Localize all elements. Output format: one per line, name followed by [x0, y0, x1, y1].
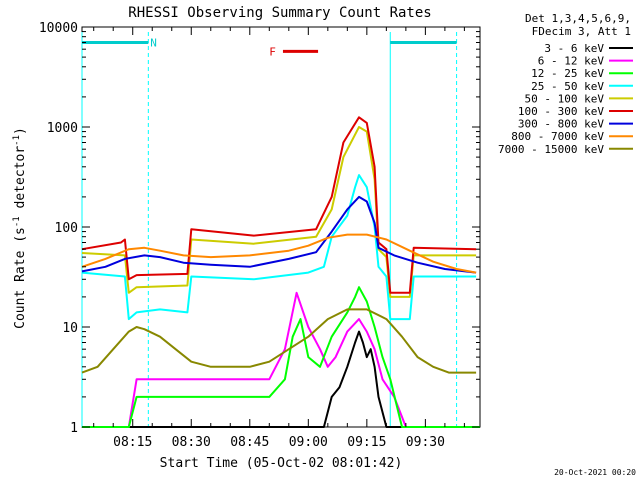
annotations: NF — [82, 36, 457, 58]
annotation-label: F — [269, 45, 276, 58]
orbit-markers — [81, 32, 458, 427]
x-tick-label: 08:45 — [230, 435, 269, 450]
legend-header: Det 1,3,4,5,6,9, — [525, 12, 631, 25]
chart-title: RHESSI Observing Summary Count Rates — [128, 5, 431, 21]
series-line — [81, 195, 477, 274]
annotation-label: N — [150, 36, 157, 49]
series-line — [82, 286, 480, 428]
y-tick-label: 1 — [70, 421, 78, 436]
series-line — [81, 116, 477, 294]
y-label-part: ) — [13, 127, 28, 135]
x-tick-label: 09:30 — [406, 435, 445, 450]
legend-entry-label: 300 - 800 keV — [518, 118, 604, 131]
legend-entry-label: 6 - 12 keV — [538, 55, 605, 68]
y-tick-label: 10000 — [39, 21, 78, 36]
x-tick-label: 08:15 — [113, 435, 152, 450]
series-line — [82, 330, 480, 428]
series-line — [81, 126, 477, 298]
x-axis: 08:15 08:30 08:45 09:00 09:15 09:30 — [93, 27, 465, 450]
y-label-part: -1 — [12, 216, 22, 227]
x-tick-label: 09:15 — [347, 435, 386, 450]
y-tick-label: 10 — [62, 321, 78, 336]
legend-entry-label: 3 - 6 keV — [544, 42, 604, 55]
legend-header: FDecim 3, Att 1 — [532, 25, 631, 38]
x-tick-label: 08:30 — [172, 435, 211, 450]
plot-frame — [81, 26, 481, 428]
footer-date: 20-Oct-2021 00:20 — [554, 468, 636, 477]
y-label-part: -1 — [12, 135, 22, 146]
plot-border — [81, 26, 481, 428]
legend-entry-label: 800 - 7000 keV — [511, 130, 604, 143]
series-line — [81, 308, 477, 374]
series-line — [81, 233, 477, 274]
y-axis: 1 10 100 1000 10000 — [39, 21, 480, 436]
legend-entry-label: 12 - 25 keV — [531, 67, 604, 80]
y-label-part: detector — [13, 146, 28, 217]
y-label-part: Count Rate (s — [13, 227, 28, 329]
legend: Det 1,3,4,5,6,9,FDecim 3, Att 1 3 - 6 keV… — [498, 12, 633, 156]
legend-entry-label: 25 - 50 keV — [531, 80, 604, 93]
y-tick-label: 100 — [55, 221, 78, 236]
legend-entry-label: 50 - 100 keV — [525, 92, 605, 105]
series-line — [82, 291, 480, 428]
legend-entry-label: 7000 - 15000 keV — [498, 143, 604, 156]
data-series — [81, 116, 480, 428]
y-tick-label: 1000 — [47, 121, 78, 136]
x-axis-label: Start Time (05-Oct-02 08:01:42) — [160, 456, 403, 471]
y-axis-label: Count Rate (s-1 detector-1) — [12, 127, 28, 329]
legend-entry-label: 100 - 300 keV — [518, 105, 604, 118]
series-line — [81, 174, 477, 321]
x-tick-label: 09:00 — [289, 435, 328, 450]
